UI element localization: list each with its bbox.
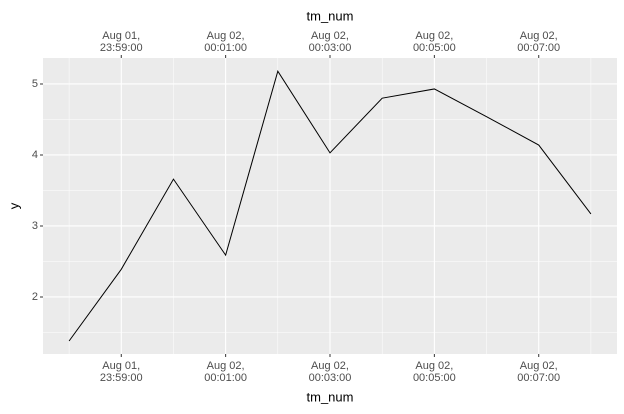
x-tick-label: Aug 02, 00:07:00 xyxy=(517,360,561,384)
x-tick-label-top: Aug 02, 00:07:00 xyxy=(517,30,561,54)
x-tick-label-top: Aug 02, 00:01:00 xyxy=(204,30,248,54)
x-tick-label: Aug 01, 23:59:00 xyxy=(99,360,143,384)
y-tick-label: 3 xyxy=(32,220,38,232)
x-tick-label: Aug 02, 00:01:00 xyxy=(204,360,248,384)
line xyxy=(68,69,592,342)
x-tick-label: Aug 02, 00:05:00 xyxy=(412,360,456,384)
y-tick-label: 2 xyxy=(32,291,38,303)
x-axis-title: tm_num xyxy=(307,389,354,404)
x-axis-title-top: tm_num xyxy=(307,8,354,23)
x-tick-label-top: Aug 02, 00:05:00 xyxy=(412,30,456,54)
y-tick-label: 4 xyxy=(32,149,38,161)
x-tick-label: Aug 02, 00:03:00 xyxy=(308,360,352,384)
x-tick-label-top: Aug 01, 23:59:00 xyxy=(99,30,143,54)
y-tick-label: 5 xyxy=(32,78,38,90)
x-tick-label-top: Aug 02, 00:03:00 xyxy=(308,30,352,54)
y-axis-title: y xyxy=(6,202,21,209)
